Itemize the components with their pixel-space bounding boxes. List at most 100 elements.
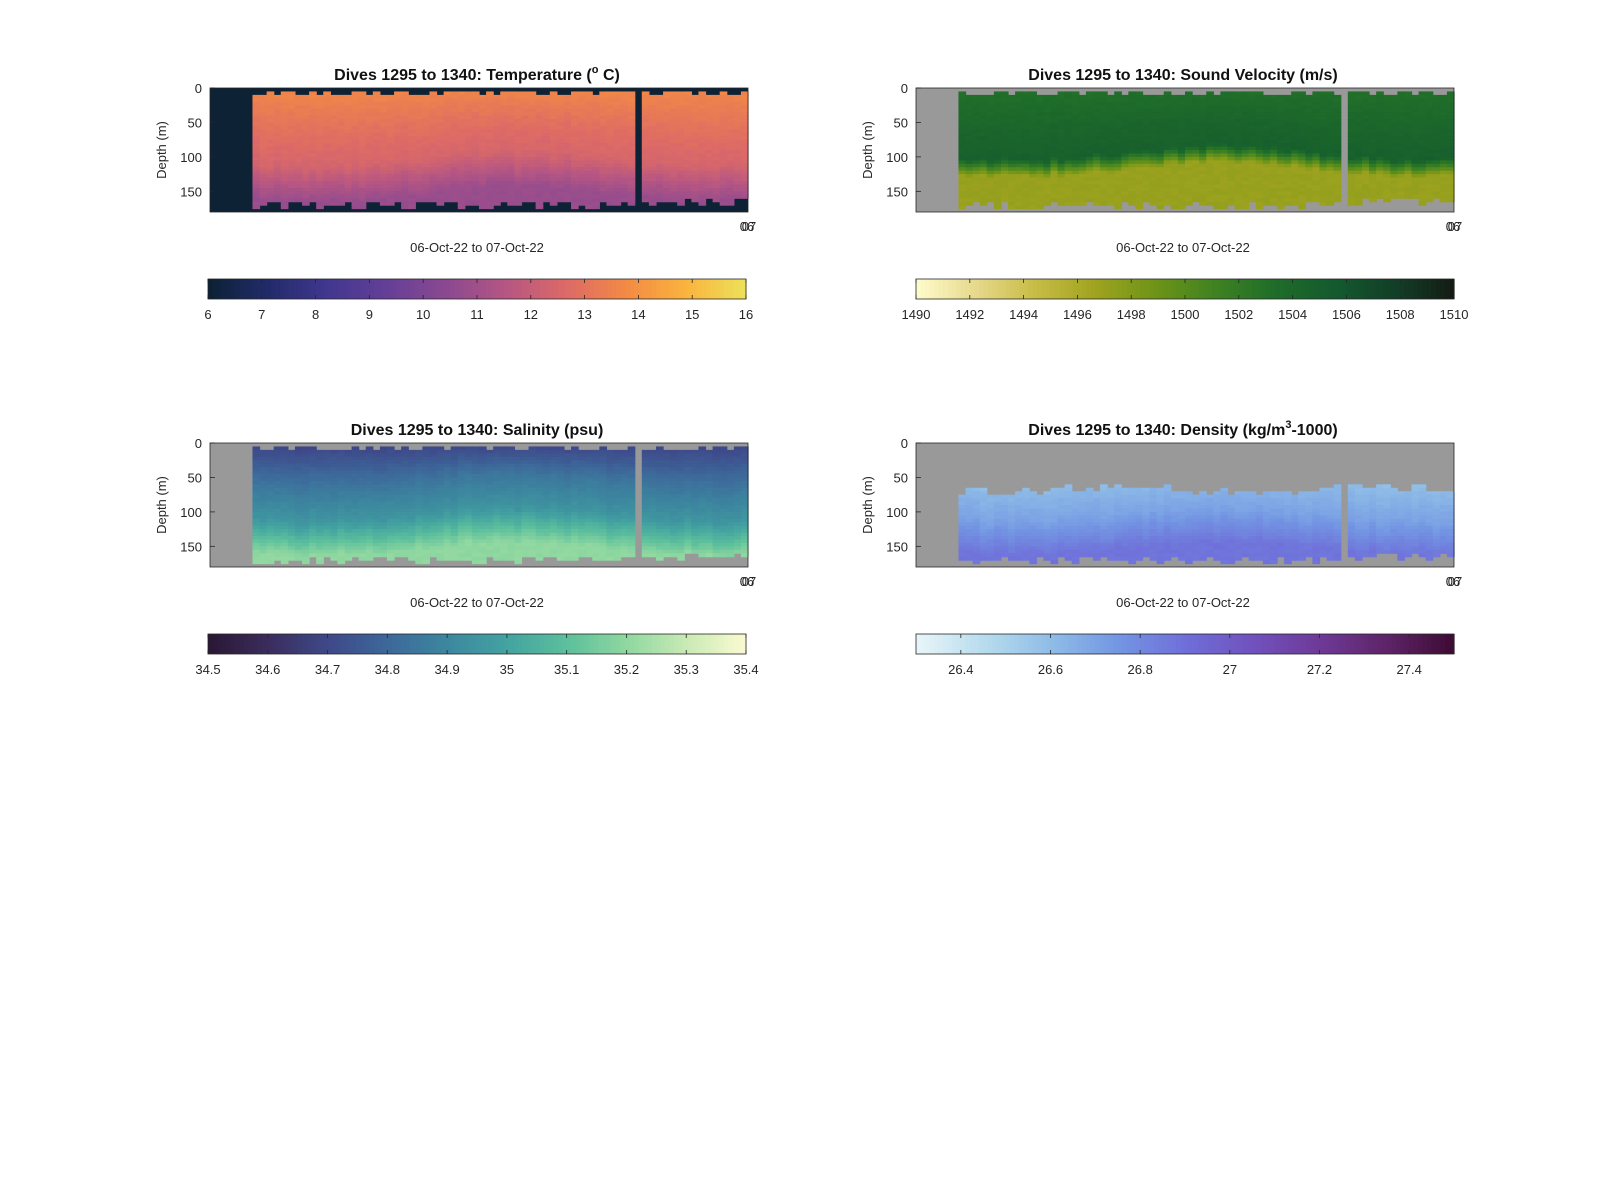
heatmap-cell <box>443 150 452 155</box>
heatmap-cell <box>986 174 995 179</box>
heatmap-cell <box>1376 132 1384 137</box>
heatmap-cell <box>1383 184 1391 189</box>
heatmap-cell <box>1192 122 1200 127</box>
heatmap-cell <box>1015 163 1023 168</box>
heatmap-cell <box>479 129 487 134</box>
heatmap-cell <box>655 125 664 130</box>
heatmap-cell <box>1071 198 1080 203</box>
heatmap-cell <box>620 187 629 192</box>
heatmap-cell <box>287 184 296 189</box>
heatmap-cell <box>698 132 707 137</box>
heatmap-cell <box>443 119 452 124</box>
heatmap-cell <box>302 181 310 186</box>
heatmap-cell <box>1432 136 1441 141</box>
colorbar-segment <box>346 279 353 299</box>
heatmap-cell <box>1213 112 1221 117</box>
heatmap-cell <box>1298 156 1306 161</box>
heatmap-cell <box>1241 115 1250 120</box>
heatmap-cell <box>1128 201 1137 206</box>
heatmap-cell <box>1213 125 1221 130</box>
heatmap-cell <box>627 112 636 117</box>
heatmap-cell <box>1354 198 1363 203</box>
heatmap-cell <box>252 491 261 496</box>
heatmap-cell <box>1177 170 1186 175</box>
heatmap-cell <box>1354 139 1363 144</box>
heatmap-cell <box>684 143 692 148</box>
heatmap-cell <box>1347 163 1356 168</box>
heatmap-cell <box>259 174 268 179</box>
colorbar-segment <box>1122 279 1128 299</box>
heatmap-cell <box>486 94 494 99</box>
heatmap-cell <box>958 101 967 106</box>
heatmap-cell <box>379 122 388 127</box>
heatmap-cell <box>712 150 721 155</box>
heatmap-cell <box>1255 125 1264 130</box>
heatmap-cell <box>1277 94 1285 99</box>
heatmap-cell <box>1170 187 1179 192</box>
heatmap-cell <box>1050 170 1059 175</box>
heatmap-cell <box>613 94 622 99</box>
heatmap-cell <box>302 108 310 113</box>
heatmap-cell <box>1078 174 1087 179</box>
heatmap-cell <box>309 177 317 182</box>
heatmap-cell <box>1149 98 1158 103</box>
heatmap-cell <box>379 139 388 144</box>
heatmap-cell <box>965 143 974 148</box>
heatmap-cell <box>1446 181 1455 186</box>
heatmap-cell <box>316 160 324 165</box>
heatmap-cell <box>627 125 636 130</box>
heatmap-cell <box>1262 129 1271 134</box>
heatmap-cell <box>1354 108 1363 113</box>
colorbar-segment <box>638 279 644 299</box>
heatmap-cell <box>1277 170 1285 175</box>
heatmap-cell <box>1248 115 1257 120</box>
heatmap-cell <box>965 122 974 127</box>
heatmap-cell <box>486 191 494 196</box>
heatmap-cell <box>1135 156 1144 161</box>
heatmap-cell <box>1432 143 1441 148</box>
heatmap-cell <box>436 160 445 165</box>
heatmap-cell <box>684 177 692 182</box>
heatmap-cell <box>1114 191 1122 196</box>
heatmap-cell <box>606 143 615 148</box>
heatmap-cell <box>1177 198 1186 203</box>
heatmap-cell <box>1269 174 1278 179</box>
heatmap-cell <box>1085 139 1094 144</box>
heatmap-cell <box>443 191 452 196</box>
heatmap-cell <box>1234 184 1243 189</box>
heatmap-cell <box>1284 198 1292 203</box>
heatmap-cell <box>1114 98 1122 103</box>
heatmap-cell <box>1255 205 1264 210</box>
heatmap-cell <box>620 112 629 117</box>
heatmap-cell <box>280 532 289 537</box>
colorbar-segment <box>1341 279 1347 299</box>
heatmap-cell <box>457 139 466 144</box>
heatmap-cell <box>1354 129 1363 134</box>
colorbar-segment <box>1185 279 1191 299</box>
heatmap-cell <box>1142 108 1151 113</box>
heatmap-cell <box>1036 139 1045 144</box>
chart-title: Dives 1295 to 1340: Sound Velocity (m/s) <box>1028 67 1337 84</box>
heatmap-cell <box>1163 146 1172 151</box>
heatmap-cell <box>986 105 995 110</box>
heatmap-cell <box>993 101 1002 106</box>
heatmap-cell <box>1029 184 1037 189</box>
heatmap-cell <box>252 560 261 565</box>
heatmap-cell <box>726 112 735 117</box>
heatmap-cell <box>1050 143 1059 148</box>
heatmap-cell <box>259 549 268 554</box>
heatmap-cell <box>401 174 409 179</box>
heatmap-cell <box>726 184 735 189</box>
colorbar: 6 7 8 9 10 11 12 13 14 15 16 <box>204 278 753 322</box>
heatmap-cell <box>1326 139 1335 144</box>
heatmap-cell <box>252 94 261 99</box>
heatmap-cell <box>436 174 445 179</box>
heatmap-cell <box>1262 194 1271 199</box>
heatmap-cell <box>1107 170 1115 175</box>
heatmap-cell <box>691 136 700 141</box>
heatmap-cell <box>1029 194 1037 199</box>
heatmap-cell <box>1446 122 1455 127</box>
heatmap-cell <box>1397 122 1406 127</box>
heatmap-cell <box>521 153 530 158</box>
heatmap-cell <box>422 194 431 199</box>
